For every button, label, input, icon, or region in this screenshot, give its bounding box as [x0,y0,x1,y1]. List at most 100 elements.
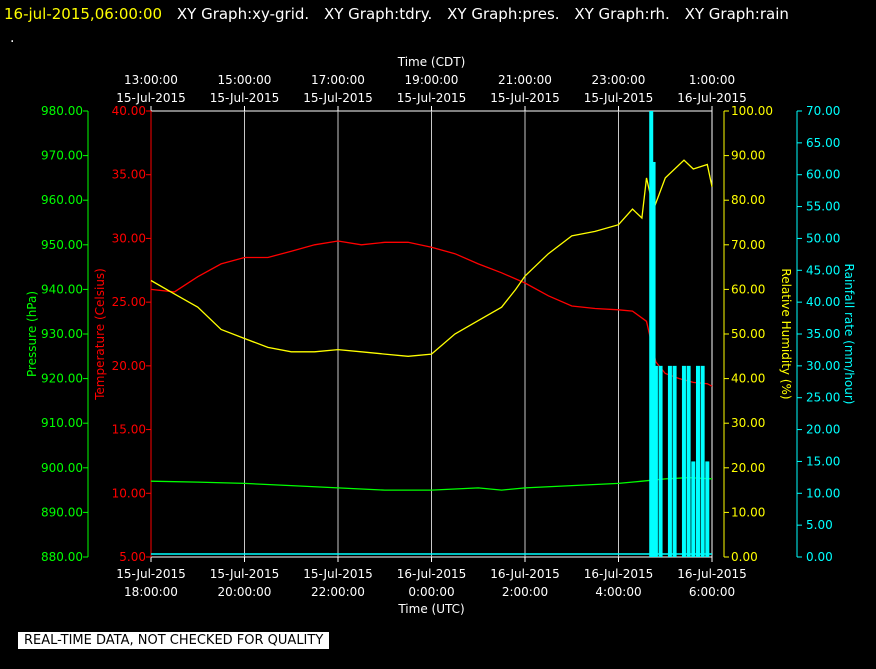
pressure-tick-label: 940.00 [41,282,83,296]
humidity-tick-label: 0.00 [731,550,758,564]
rain-bar [686,365,691,557]
header-titles: 16-jul-2015,06:00:00 XY Graph:xy-grid. X… [4,5,789,23]
bottom-tick-label-date: 16-Jul-2015 [397,567,467,581]
temperature-axis-title: Temperature (Celsius) [93,268,107,401]
rain-tick-label: 5.00 [806,518,833,532]
header-title-xy-grid: XY Graph:xy-grid. [176,5,310,23]
humidity-tick-label: 60.00 [731,282,765,296]
bottom-tick-label-time: 2:00:00 [502,585,548,599]
rain-bar [700,365,705,557]
temperature-tick-label: 40.00 [112,104,146,118]
rain-tick-label: 70.00 [806,104,840,118]
top-tick-label-time: 17:00:00 [311,73,365,87]
top-tick-label-time: 19:00:00 [405,73,459,87]
pressure-tick-label: 970.00 [41,149,83,163]
bottom-tick-label-time: 0:00:00 [408,585,454,599]
temperature-tick-label: 35.00 [112,168,146,182]
bottom-axis-title: Time (UTC) [397,602,464,616]
rain-tick-label: 60.00 [806,168,840,182]
temperature-tick-label: 5.00 [119,550,146,564]
top-axis-title: Time (CDT) [397,55,466,69]
humidity-axis-title: Relative Humidity (%) [779,268,793,399]
humidity-tick-label: 30.00 [731,416,765,430]
humidity-tick-label: 100.00 [731,104,773,118]
bottom-tick-label-time: 20:00:00 [218,585,272,599]
pressure-tick-label: 880.00 [41,550,83,564]
rain-tick-label: 15.00 [806,454,840,468]
pressure-axis-title: Pressure (hPa) [25,291,39,377]
humidity-tick-label: 10.00 [731,505,765,519]
rain-axis-title: Rainfall rate (mm/hour) [842,264,856,405]
top-tick-label-time: 15:00:00 [218,73,272,87]
rain-bar [695,365,700,557]
temperature-tick-label: 30.00 [112,231,146,245]
quality-disclaimer: REAL-TIME DATA, NOT CHECKED FOR QUALITY [18,632,330,649]
top-tick-label-date: 16-Jul-2015 [677,91,747,105]
bottom-tick-label-date: 15-Jul-2015 [303,567,373,581]
rain-bar [672,365,677,557]
top-tick-label-time: 1:00:00 [689,73,735,87]
rain-bar [681,365,686,557]
header-title-rh: XY Graph:rh. [574,5,670,23]
humidity-tick-label: 80.00 [731,193,765,207]
rain-bar [651,161,656,557]
rain-tick-label: 45.00 [806,263,840,277]
rain-bar [649,111,654,557]
top-tick-label-date: 15-Jul-2015 [303,91,373,105]
header-title-tdry: XY Graph:tdry. [323,5,433,23]
pressure-tick-label: 980.00 [41,104,83,118]
pressure-tick-label: 930.00 [41,327,83,341]
top-tick-label-time: 23:00:00 [592,73,646,87]
top-tick-label-time: 21:00:00 [498,73,552,87]
humidity-tick-label: 50.00 [731,327,765,341]
bottom-tick-label-time: 18:00:00 [124,585,178,599]
top-tick-label-date: 15-Jul-2015 [490,91,560,105]
rain-tick-label: 0.00 [806,550,833,564]
header-title-rain: XY Graph:rain [684,5,789,23]
bottom-tick-label-time: 22:00:00 [311,585,365,599]
rain-tick-label: 40.00 [806,295,840,309]
rain-bar [653,365,658,557]
bottom-tick-label-date: 15-Jul-2015 [116,567,186,581]
humidity-tick-label: 90.00 [731,149,765,163]
rain-tick-label: 30.00 [806,359,840,373]
top-tick-label-date: 15-Jul-2015 [116,91,186,105]
pressure-tick-label: 920.00 [41,372,83,386]
pressure-tick-label: 910.00 [41,416,83,430]
pressure-tick-label: 900.00 [41,461,83,475]
temperature-tick-label: 20.00 [112,359,146,373]
bottom-tick-label-time: 6:00:00 [689,585,735,599]
temperature-tick-label: 10.00 [112,486,146,500]
temperature-tick-label: 25.00 [112,295,146,309]
rain-bar [658,365,663,557]
bottom-tick-label-date: 16-Jul-2015 [677,567,747,581]
rain-tick-label: 65.00 [806,136,840,150]
humidity-tick-label: 70.00 [731,238,765,252]
rain-bar [667,365,672,557]
top-tick-label-date: 15-Jul-2015 [397,91,467,105]
humidity-tick-label: 20.00 [731,461,765,475]
header-timestamp: 16-jul-2015,06:00:00 [4,5,163,23]
bottom-tick-label-date: 16-Jul-2015 [584,567,654,581]
top-tick-label-date: 15-Jul-2015 [210,91,280,105]
rain-tick-label: 35.00 [806,327,840,341]
header-title-pres: XY Graph:pres. [447,5,560,23]
top-tick-label-time: 13:00:00 [124,73,178,87]
pressure-tick-label: 950.00 [41,238,83,252]
bottom-tick-label-date: 15-Jul-2015 [210,567,280,581]
rain-tick-label: 55.00 [806,200,840,214]
pressure-tick-label: 960.00 [41,193,83,207]
pressure-tick-label: 890.00 [41,505,83,519]
header-subline: . [10,30,15,46]
rain-tick-label: 20.00 [806,423,840,437]
rain-tick-label: 25.00 [806,391,840,405]
bottom-tick-label-time: 4:00:00 [595,585,641,599]
top-tick-label-date: 15-Jul-2015 [584,91,654,105]
rain-bar [705,461,710,557]
humidity-tick-label: 40.00 [731,372,765,386]
tdry-series-line [150,240,713,387]
bottom-tick-label-date: 16-Jul-2015 [490,567,560,581]
rain-bar [691,461,696,557]
rain-tick-label: 10.00 [806,486,840,500]
